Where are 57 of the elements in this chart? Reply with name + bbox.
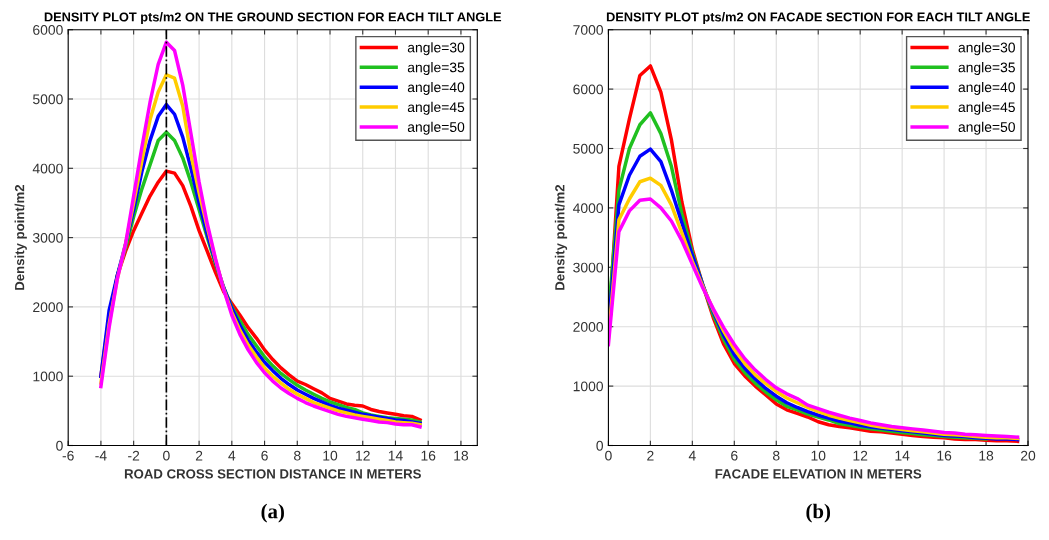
legend-label: angle=35 — [958, 62, 1015, 76]
x-tick-label: 4 — [688, 450, 696, 461]
x-tick-label: 6 — [731, 450, 738, 461]
y-tick-label: 7000 — [573, 25, 604, 35]
y-tick-label: 2000 — [33, 302, 63, 313]
x-tick-label: 8 — [773, 450, 780, 461]
legend-label: angle=40 — [407, 81, 465, 95]
y-tick-label: 1000 — [33, 371, 63, 382]
x-tick-label: 16 — [937, 450, 952, 461]
text: (b) — [806, 503, 831, 523]
y-tick-label: 6000 — [33, 25, 63, 35]
x-axis-title: ROAD CROSS SECTION DISTANCE IN METERS — [124, 469, 421, 479]
x-tick-label: 2 — [195, 450, 203, 461]
chart-title: DENSITY PLOT pts/m2 ON THE GROUND SECTION FOR EACH TILT ANGLE — [44, 12, 502, 25]
x-tick-label: 18 — [979, 450, 994, 461]
y-tick-label: 0 — [596, 440, 604, 451]
legend-label: angle=30 — [958, 42, 1015, 56]
x-tick-label: -2 — [128, 450, 140, 461]
x-tick-label: 14 — [895, 450, 910, 461]
x-tick-label: 2 — [647, 450, 654, 461]
x-tick-label: -6 — [62, 450, 74, 461]
y-tick-label: 1000 — [573, 381, 604, 392]
chart-title: DENSITY PLOT pts/m2 ON FACADE SECTION FOR EACH TILT ANGLE — [606, 12, 1030, 25]
y-tick-label: 4000 — [32, 163, 63, 174]
legend-label: angle=50 — [407, 121, 465, 135]
x-tick-label: 10 — [323, 450, 338, 461]
x-tick-label: 14 — [388, 450, 403, 461]
y-tick-label: 5000 — [573, 143, 604, 154]
x-axis-title: FACADE ELEVATION IN METERS — [715, 469, 922, 479]
y-tick-label: 3000 — [573, 262, 604, 273]
x-tick-label: 16 — [421, 450, 436, 461]
legend-label: angle=35 — [407, 62, 465, 76]
text: (a) — [261, 503, 284, 523]
x-tick-label: 12 — [356, 450, 370, 461]
x-tick-label: -4 — [95, 450, 107, 461]
x-tick-label: 8 — [294, 450, 301, 461]
x-tick-label: 0 — [163, 450, 170, 461]
x-tick-label: 4 — [228, 450, 236, 461]
x-tick-label: 18 — [454, 450, 469, 461]
legend-label: angle=45 — [407, 101, 465, 115]
legend-label: angle=40 — [958, 81, 1015, 95]
legend-label: angle=50 — [958, 121, 1015, 135]
y-tick-label: 6000 — [573, 84, 604, 95]
legend-label: angle=45 — [958, 101, 1015, 115]
x-tick-label: 10 — [811, 450, 826, 461]
y-tick-label: 0 — [56, 440, 63, 451]
y-tick-label: 5000 — [32, 94, 63, 105]
x-tick-label: 0 — [605, 450, 612, 461]
x-tick-label: 12 — [853, 450, 868, 461]
legend-label: angle=30 — [407, 42, 465, 56]
x-tick-label: 20 — [1021, 450, 1036, 461]
y-tick-label: 3000 — [32, 232, 63, 243]
x-tick-label: 6 — [261, 450, 268, 461]
y-tick-label: 4000 — [572, 203, 604, 214]
y-tick-label: 2000 — [573, 322, 604, 332]
y-axis-title: Density point/m2 — [554, 184, 568, 290]
y-axis-title: Density point/m2 — [14, 184, 27, 290]
